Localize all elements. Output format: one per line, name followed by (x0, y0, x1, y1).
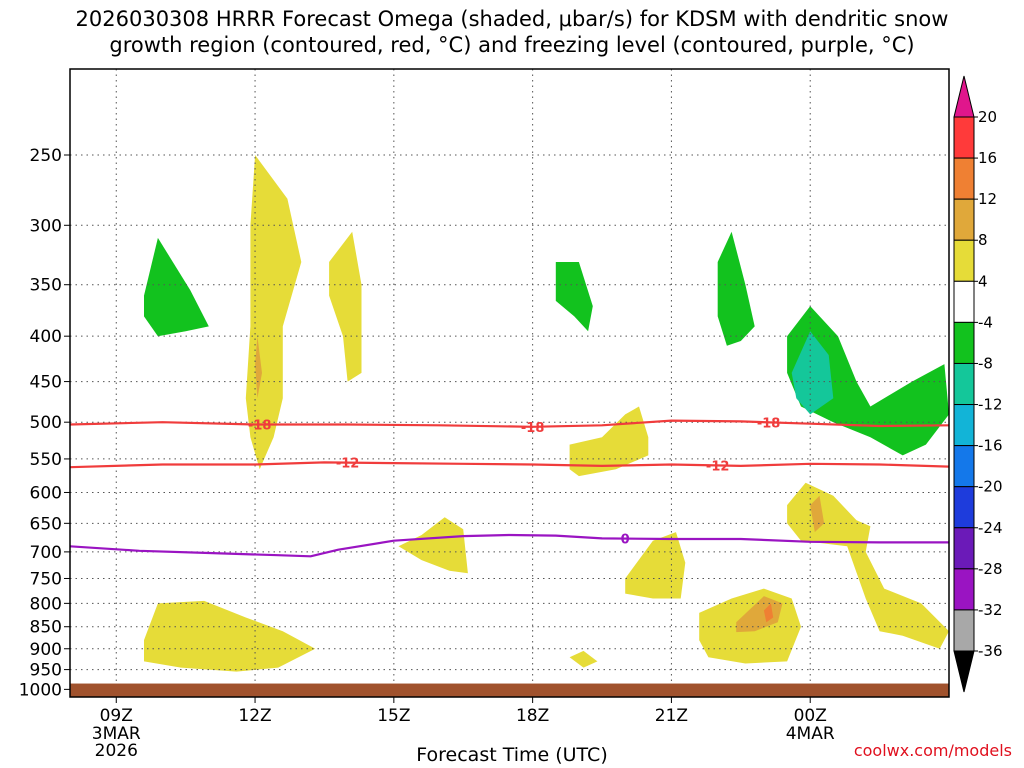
y-tick-label: 400 (30, 327, 62, 347)
colorbar-tick-label: -28 (978, 560, 1003, 578)
colorbar-segment (953, 116, 975, 159)
omega-region (787, 482, 949, 649)
x-tick-label: 00Z (794, 706, 827, 726)
colorbar-segment (953, 157, 975, 200)
colorbar-tick-label: -36 (978, 642, 1003, 660)
colorbar-segment (953, 445, 975, 488)
x-tick-sublabel: 2026 (95, 741, 138, 761)
omega-region (398, 517, 468, 574)
temperature-contours (70, 419, 949, 558)
x-axis-label: Forecast Time (UTC) (416, 744, 608, 766)
colorbar-tick-label: 12 (978, 190, 997, 208)
ground-surface (70, 683, 949, 697)
omega-region (717, 231, 755, 346)
chart-title: 2026030308 HRRR Forecast Omega (shaded, … (0, 6, 1024, 58)
y-tick-label: 250 (30, 146, 62, 166)
contour-labels: -18 -18 -18 -12 -12 0 (248, 416, 781, 548)
omega-shaded-regions (144, 155, 949, 672)
contour-freezing-level (70, 533, 949, 558)
y-tick-label: 1000 (19, 680, 62, 700)
x-tick-label: 18Z (516, 706, 549, 726)
omega-region (569, 650, 598, 668)
colorbar-tick-label: 4 (978, 272, 988, 290)
colorbar-segment (953, 568, 975, 611)
omega-region (144, 600, 316, 672)
y-tick-label: 450 (30, 373, 62, 393)
x-tick-label: 15Z (377, 706, 410, 726)
colorbar-segment (953, 486, 975, 529)
grid-lines (70, 69, 949, 684)
colorbar-segment (953, 609, 975, 652)
contour-label: -12 (706, 459, 730, 474)
omega-region (763, 603, 774, 623)
omega-region (255, 336, 262, 399)
omega-region (625, 532, 686, 599)
y-tick-label: 500 (30, 413, 62, 433)
contour-label: -18 (757, 416, 781, 431)
chart-title-line: 2026030308 HRRR Forecast Omega (shaded, … (75, 7, 949, 31)
colorbar-segment (953, 280, 975, 323)
contour-label: -18 (521, 421, 545, 436)
y-tick-label: 300 (30, 216, 62, 236)
contour-label: 0 (621, 533, 630, 548)
x-tick-sublabel: 4MAR (786, 724, 835, 744)
colorbar-tick-label: 20 (978, 108, 997, 126)
contour-dendritic-top (70, 419, 949, 428)
colorbar-top-arrow (953, 75, 975, 118)
contour-label: -12 (336, 457, 360, 472)
y-tick-label: 550 (30, 450, 62, 470)
credit-text[interactable]: coolwx.com/models (853, 741, 1012, 760)
x-tick-sublabel: 3MAR (92, 724, 141, 744)
colorbar-bottom-arrow (953, 650, 975, 693)
y-tick-label: 750 (30, 569, 62, 589)
colorbar-tick-label: -4 (978, 313, 993, 331)
colorbar-tick-label: -8 (978, 354, 993, 372)
y-tick-label: 800 (30, 594, 62, 614)
y-tick-label: 650 (30, 514, 62, 534)
colorbar-tick-label: -32 (978, 601, 1003, 619)
omega-region (555, 262, 593, 332)
omega-region (787, 306, 949, 456)
y-tick-label: 850 (30, 618, 62, 638)
chart-title-line: growth region (contoured, red, °C) and f… (109, 33, 915, 57)
x-tick-label: 12Z (238, 706, 271, 726)
colorbar-tick-label: 16 (978, 149, 997, 167)
colorbar-segment (953, 239, 975, 282)
omega-region (329, 231, 362, 382)
omega-region (144, 237, 209, 337)
y-tick-label: 700 (30, 543, 62, 563)
colorbar-tick-label: -24 (978, 519, 1003, 537)
omega-region (791, 331, 834, 415)
contour-label: -18 (248, 418, 272, 433)
y-tick-label: 950 (30, 661, 62, 681)
y-tick-label: 900 (30, 640, 62, 660)
y-axis-ticks: 2503003504004505005506006507007508008509… (19, 146, 70, 700)
colorbar-segment (953, 198, 975, 241)
colorbar-tick-label: -20 (978, 478, 1003, 496)
colorbar-segment (953, 321, 975, 364)
colorbar-segment (953, 404, 975, 447)
omega-region (245, 155, 302, 470)
colorbar: 20 16 12 8 4 -4 -8 -12 -16 -20 -24 -28 -32 -36 (953, 75, 1003, 693)
x-tick-label: 21Z (655, 706, 688, 726)
colorbar-tick-label: -16 (978, 437, 1003, 455)
colorbar-segment (953, 362, 975, 406)
x-tick-label: 09Z (100, 706, 133, 726)
plot-frame (69, 68, 950, 698)
y-tick-label: 600 (30, 483, 62, 503)
colorbar-tick-label: -12 (978, 396, 1003, 414)
colorbar-segment (953, 527, 975, 570)
contour-dendritic-bottom (70, 461, 949, 469)
colorbar-tick-label: 8 (978, 231, 988, 249)
y-tick-label: 350 (30, 276, 62, 296)
